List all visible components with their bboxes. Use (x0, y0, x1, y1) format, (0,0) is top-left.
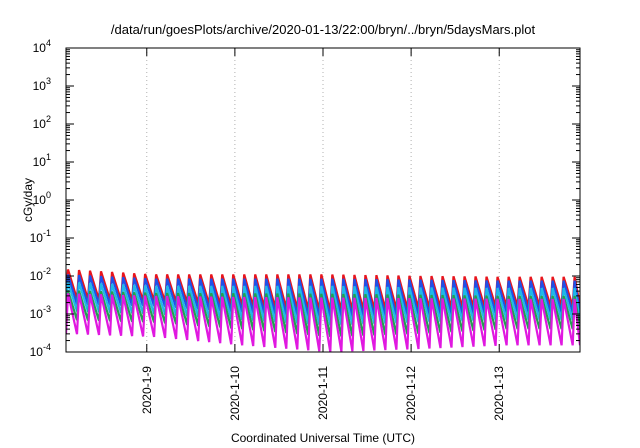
y-tick-exponent: -2 (43, 266, 51, 276)
y-tick-label: 104 (33, 38, 51, 55)
x-axis-label: Coordinated Universal Time (UTC) (231, 431, 415, 445)
x-tick-label: 2020-1-10 (228, 366, 242, 421)
x-tick-label: 2020-1-11 (316, 366, 330, 420)
y-tick-exponent: -4 (43, 342, 51, 352)
x-tick-label: 2020-1-12 (404, 366, 418, 421)
y-tick-exponent: 3 (46, 76, 51, 86)
y-tick-label: 10-4 (30, 342, 51, 359)
y-tick-label: 10-2 (30, 266, 51, 283)
y-tick-label: 10-3 (30, 304, 51, 321)
x-tick-label: 2020-1-13 (492, 366, 506, 421)
y-tick-exponent: 0 (46, 190, 51, 200)
y-tick-exponent: 2 (46, 114, 51, 124)
y-tick-label: 100 (33, 190, 51, 207)
y-tick-exponent: -1 (43, 228, 51, 238)
data-series-line (66, 293, 580, 352)
y-tick-exponent: 4 (46, 38, 51, 48)
y-tick-label: 102 (33, 114, 51, 131)
data-series-group (66, 269, 580, 352)
x-axis: 2020-1-9 2020-1-10 2020-1-11 2020-1-12 2020-… (140, 48, 506, 421)
x-tick-label: 2020-1-9 (140, 366, 154, 414)
y-tick-exponent: -3 (43, 304, 51, 314)
y-tick-label: 103 (33, 76, 51, 93)
y-tick-exponent: 1 (46, 152, 51, 162)
y-axis-label: cGy/day (21, 178, 35, 222)
y-tick-label: 10-1 (30, 228, 51, 245)
chart-title: /data/run/goesPlots/archive/2020-01-13/2… (111, 22, 536, 37)
grid (146, 48, 500, 352)
y-tick-label: 101 (33, 152, 51, 169)
